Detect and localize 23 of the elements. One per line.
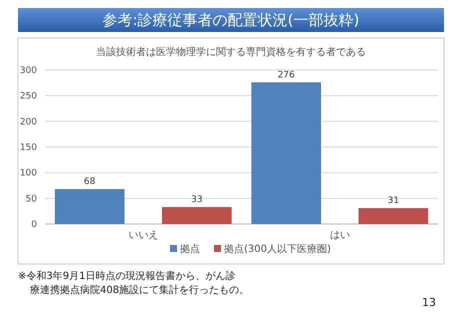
chart-title: 参考:診療従事者の配置状況(一部抜粋) xyxy=(102,11,360,29)
text: 13 xyxy=(422,296,436,309)
data-label: 33 xyxy=(191,195,203,206)
y-tick-label: 200 xyxy=(20,117,38,128)
legend-label: 拠点(300人以下医療圏) xyxy=(224,243,331,255)
x-tick-label: はい xyxy=(330,230,350,241)
data-label: 31 xyxy=(388,196,400,206)
bar xyxy=(54,189,124,224)
y-tick-label: 150 xyxy=(20,143,38,153)
data-label: 276 xyxy=(278,70,296,80)
legend-label: 拠点 xyxy=(180,243,200,255)
y-tick-label: 100 xyxy=(20,168,38,179)
y-tick-label: 50 xyxy=(26,194,38,204)
data-label: 68 xyxy=(84,177,96,188)
y-tick-label: 250 xyxy=(20,92,38,102)
bar xyxy=(162,207,232,224)
y-tick-label: 0 xyxy=(31,220,38,230)
text: ※令和3年9月1日時点の現況報告書から、がん診療連携拠点病院408施設にて集計を行ったもの。 xyxy=(18,270,250,296)
x-tick-label: いいえ xyxy=(128,230,158,241)
y-tick-label: 300 xyxy=(20,66,38,76)
chart-subtitle: 当該技術者は医学物理学に関する専門資格を有する者である xyxy=(96,46,366,58)
bar xyxy=(251,82,321,224)
bar xyxy=(358,208,428,224)
